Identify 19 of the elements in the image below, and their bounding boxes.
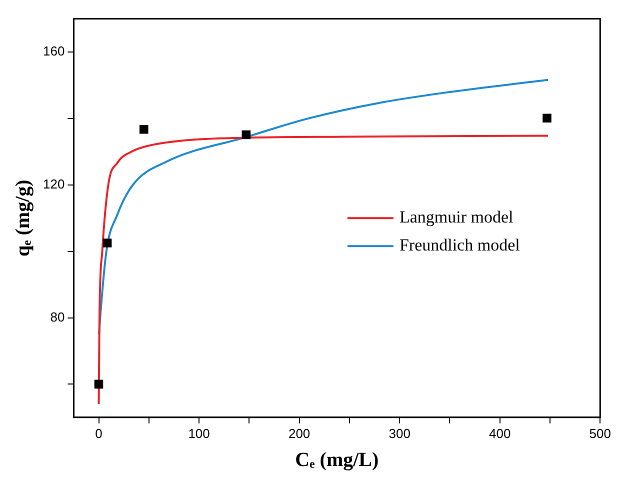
y-tick-label: 160: [42, 44, 65, 59]
x-tick-label: 0: [95, 426, 102, 441]
x-tick-label: 400: [489, 426, 511, 441]
x-tick-label: 200: [288, 426, 310, 441]
y-axis-title: qₑ (mg/g): [12, 180, 34, 257]
y-tick-label: 120: [42, 176, 65, 192]
y-tick-label: 80: [50, 309, 65, 324]
x-tick-label: 100: [188, 426, 210, 441]
legend-label: Langmuir model: [399, 208, 514, 227]
x-tick-label: 300: [388, 426, 410, 441]
line-series: [98, 78, 550, 336]
point: [102, 238, 112, 248]
point: [139, 125, 148, 134]
x-tick-label: 500: [589, 426, 612, 441]
point: [242, 130, 251, 140]
point: [542, 114, 552, 123]
x-axis-title: Cₑ (mg/L): [295, 449, 379, 472]
point: [94, 380, 104, 389]
legend-label: Freundlich model: [399, 236, 520, 255]
